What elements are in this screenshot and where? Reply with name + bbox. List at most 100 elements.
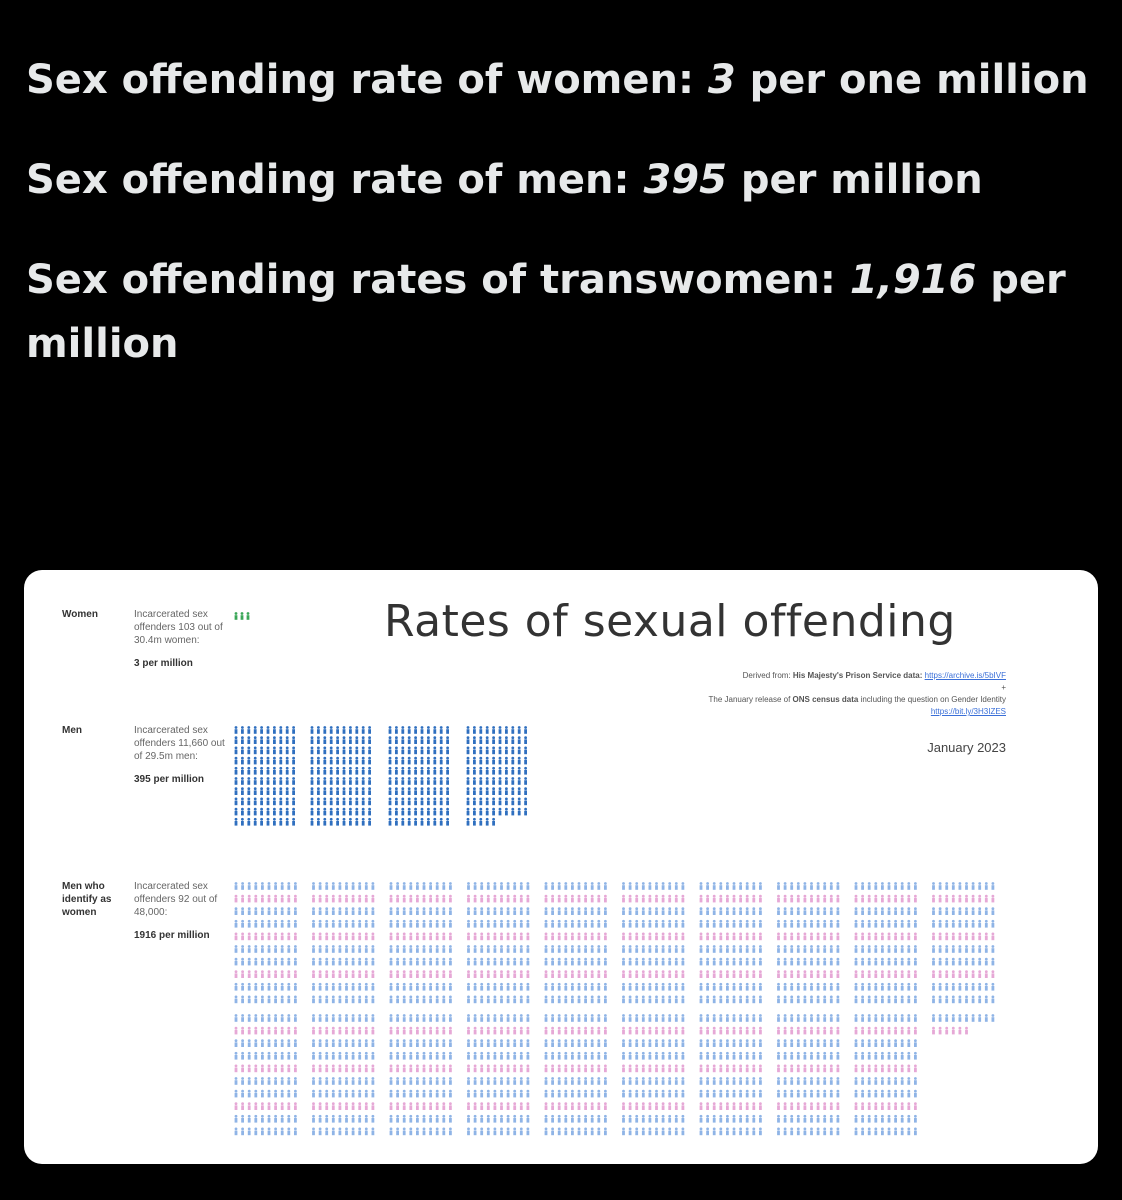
infographic-image[interactable]: Women Incarcerated sex offenders 103 out… — [24, 570, 1098, 1164]
man-icon — [395, 817, 398, 826]
trans-person-icon — [867, 919, 871, 928]
man-icon — [517, 726, 521, 734]
trans-person-icon — [435, 1102, 439, 1110]
trans-person-icon — [274, 1077, 277, 1085]
trans-person-icon — [325, 982, 329, 991]
man-icon — [234, 787, 238, 795]
man-icon — [342, 777, 346, 785]
man-icon — [285, 766, 289, 775]
trans-person-icon — [668, 1089, 672, 1098]
trans-person-icon — [513, 894, 517, 903]
trans-person-icon — [874, 1127, 878, 1136]
trans-person-icon — [294, 1127, 297, 1136]
trans-person-icon — [544, 1051, 548, 1060]
man-icon — [511, 756, 515, 765]
trans-person-icon — [971, 945, 975, 953]
trans-person-icon — [254, 919, 258, 928]
trans-person-icon — [396, 1014, 399, 1022]
trans-person-icon — [480, 1089, 484, 1098]
trans-person-icon — [551, 919, 554, 928]
trans-person-icon — [726, 957, 729, 966]
trans-person-icon — [513, 1051, 517, 1060]
trans-person-icon — [389, 982, 393, 991]
trans-person-icon — [416, 957, 419, 966]
trans-person-icon — [513, 1064, 517, 1073]
trans-person-icon — [396, 945, 399, 953]
trans-person-icon — [409, 1064, 413, 1073]
trans-person-icon — [409, 1051, 413, 1060]
trans-person-icon — [867, 970, 871, 978]
man-icon — [349, 726, 352, 734]
trans-person-icon — [900, 1039, 904, 1047]
trans-person-icon — [938, 970, 942, 978]
trans-person-icon — [674, 1064, 678, 1073]
trans-person-icon — [345, 1089, 348, 1098]
man-icon — [414, 726, 417, 734]
man-icon — [492, 726, 495, 734]
trans-person-icon — [655, 882, 658, 890]
trans-person-icon — [991, 945, 995, 953]
trans-person-icon — [978, 995, 982, 1004]
trans-person-icon — [267, 1014, 271, 1022]
man-icon — [279, 797, 283, 806]
trans-person-icon — [945, 907, 949, 915]
trans-person-icon — [267, 995, 271, 1004]
trans-person-icon — [571, 1064, 574, 1073]
trans-person-icon — [358, 1014, 362, 1022]
trans-person-icon — [267, 1127, 271, 1136]
trans-person-icon — [486, 982, 490, 991]
trans-person-icon — [829, 1114, 833, 1123]
trans-person-icon — [823, 1127, 827, 1136]
trans-person-icon — [544, 932, 548, 941]
trans-person-icon — [984, 1014, 988, 1022]
trans-person-icon — [816, 1077, 820, 1085]
trans-person-icon — [681, 1064, 685, 1073]
trans-person-icon — [429, 1114, 432, 1123]
trans-person-icon — [513, 1114, 517, 1123]
trans-person-icon — [796, 982, 800, 991]
trans-person-icon — [854, 894, 858, 903]
man-icon — [336, 736, 339, 744]
trans-person-icon — [396, 1026, 399, 1035]
trans-person-icon — [358, 907, 362, 915]
trans-person-icon — [861, 1077, 864, 1085]
trans-person-icon — [648, 907, 652, 915]
man-icon — [517, 797, 521, 806]
trans-person-icon — [958, 919, 962, 928]
trans-person-icon — [294, 957, 297, 966]
trans-person-icon — [274, 945, 277, 953]
trans-person-icon — [526, 1114, 530, 1123]
source-link-prison[interactable]: https://archive.is/5bIVF — [924, 671, 1006, 680]
trans-person-icon — [422, 1114, 426, 1123]
trans-person-icon — [389, 1102, 393, 1110]
man-icon — [323, 756, 327, 765]
source-link-ons[interactable]: https://bit.ly/3H3IZES — [930, 707, 1006, 716]
men-group-label: Men — [62, 725, 82, 736]
man-icon — [517, 756, 521, 765]
trans-person-icon — [429, 1064, 432, 1073]
trans-person-icon — [945, 1026, 949, 1035]
trans-person-icon — [584, 1077, 587, 1085]
trans-person-icon — [823, 907, 827, 915]
trans-person-icon — [254, 1039, 258, 1047]
man-icon — [310, 787, 314, 795]
trans-person-icon — [500, 1051, 503, 1060]
trans-person-icon — [622, 982, 625, 991]
man-icon — [241, 736, 244, 744]
man-icon — [285, 736, 289, 744]
trans-person-icon — [951, 982, 955, 991]
trans-person-icon — [396, 970, 399, 978]
trans-person-icon — [635, 995, 639, 1004]
trans-person-icon — [655, 957, 658, 966]
trans-person-icon — [234, 1077, 238, 1085]
trans-person-icon — [564, 1102, 568, 1110]
trans-person-icon — [254, 894, 258, 903]
trans-person-icon — [318, 945, 322, 953]
trans-person-icon — [351, 1051, 355, 1060]
trans-person-icon — [389, 919, 393, 928]
trans-person-icon — [854, 1127, 858, 1136]
trans-person-icon — [681, 982, 685, 991]
trans-person-icon — [564, 1014, 568, 1022]
trans-person-icon — [622, 919, 625, 928]
trans-person-icon — [759, 894, 762, 903]
